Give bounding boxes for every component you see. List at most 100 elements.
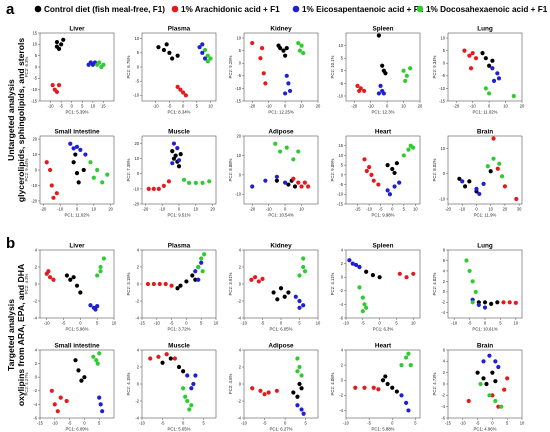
- y-tick-label: -10: [439, 196, 446, 201]
- data-point: [362, 157, 367, 162]
- data-point: [208, 56, 213, 61]
- x-tick-label: -20: [249, 207, 256, 212]
- scatter-panel: Lung -20 -10 0 10 20 -15 -10 -5 0 5 10 PC1: 11.02% PC…: [432, 26, 525, 115]
- x-tick-label: 0: [284, 421, 287, 426]
- data-point: [297, 381, 302, 387]
- data-point: [481, 359, 486, 364]
- data-point: [487, 393, 492, 398]
- data-point: [297, 298, 302, 304]
- data-point: [302, 180, 307, 185]
- y-tick-label: 0: [35, 281, 38, 286]
- y-tick-label: 10: [440, 146, 445, 151]
- x-tick-label: 5: [200, 321, 203, 326]
- data-point: [501, 300, 506, 305]
- x-axis-label: PC1: 12.25%: [268, 110, 293, 115]
- plot-title: Small intestine: [54, 343, 100, 350]
- data-point: [284, 73, 289, 78]
- y-axis-label: PC2: 6.75%: [126, 55, 131, 78]
- y-tick-label: -2: [237, 298, 241, 303]
- data-point: [353, 262, 359, 268]
- legend-marker: [34, 5, 42, 13]
- y-tick-label: 4: [35, 347, 38, 352]
- scatter-panel: Muscle -20 -10 0 10 20 -20 -10 0 10 20 PC1: 9.51% PC…: [126, 129, 217, 218]
- y-tick-label: -2: [33, 298, 37, 303]
- data-point: [78, 147, 83, 153]
- data-point: [377, 275, 382, 280]
- scatter-panel: Brain -15 -10 -5 0 5 10 -6 -4 -2 0 2 4 6 PC1: 4.96% PC2…: [432, 343, 525, 432]
- data-point: [369, 172, 374, 177]
- y-tick-label: -4: [237, 415, 241, 420]
- y-axis-label: PC2: 6.3%: [24, 57, 29, 78]
- data-point: [76, 368, 81, 373]
- data-point: [295, 369, 300, 374]
- x-tick-label: -10: [470, 104, 477, 109]
- x-axis-label: PC1: 4.96%: [474, 427, 497, 432]
- data-point: [175, 84, 180, 89]
- y-axis-label: PC2: 4.3%: [24, 274, 29, 295]
- y-tick-label: -2: [339, 288, 343, 293]
- y-tick-label: 0: [341, 172, 344, 177]
- x-tick-label: 0: [475, 207, 478, 212]
- data-point: [376, 387, 381, 392]
- data-point: [301, 264, 306, 270]
- data-point: [410, 145, 416, 150]
- x-tick-label: 10: [488, 207, 493, 212]
- y-tick-label: -5: [339, 182, 343, 187]
- plot-frame: [345, 349, 421, 419]
- y-tick-label: 0: [239, 381, 242, 386]
- data-point: [364, 168, 369, 174]
- x-tick-label: 10: [208, 104, 213, 109]
- x-tick-label: 5: [414, 421, 417, 426]
- x-tick-label: -5: [161, 421, 165, 426]
- y-tick-label: -4: [33, 402, 37, 407]
- data-point: [473, 289, 478, 294]
- data-point: [175, 286, 180, 291]
- data-point: [61, 37, 66, 42]
- y-axis-label: PC2: 8.88%: [228, 158, 233, 181]
- y-tick-label: 4: [137, 347, 140, 352]
- panel-letter-b: b: [6, 235, 15, 252]
- data-point: [258, 388, 263, 393]
- plot-title: Spleen: [373, 243, 394, 250]
- data-point: [293, 294, 298, 299]
- x-axis-label: PC1: 6.05%: [270, 327, 293, 332]
- x-tick-label: -20: [351, 104, 358, 109]
- data-point: [297, 273, 302, 278]
- y-tick-label: 2: [341, 261, 344, 266]
- data-point: [487, 63, 492, 68]
- data-point: [74, 283, 80, 288]
- x-tick-label: 20: [520, 104, 525, 109]
- scatter-panel: Heart -15 -10 -5 0 5 10 -15 -10 -5 0 5 10 15 PC1: 9.98…: [330, 129, 421, 218]
- x-tick-label: -10: [368, 104, 375, 109]
- data-point: [271, 290, 276, 295]
- x-tick-label: -15: [139, 321, 146, 326]
- y-axis-label: PC2: 4.11%: [330, 273, 335, 296]
- data-point: [361, 88, 367, 94]
- y-tick-label: -4: [237, 315, 241, 320]
- x-axis-label: PC1: 3.72%: [168, 327, 191, 332]
- data-point: [95, 167, 100, 173]
- x-tick-label: -10: [48, 104, 55, 109]
- data-point: [296, 180, 301, 185]
- y-tick-label: 4: [35, 247, 38, 252]
- x-tick-label: 0: [280, 321, 283, 326]
- y-axis-label: PC2: 3.91%: [228, 272, 233, 295]
- data-point: [286, 81, 291, 86]
- data-point: [362, 385, 367, 390]
- data-point: [350, 261, 355, 266]
- data-point: [392, 184, 397, 189]
- x-axis-label: PC1: 11.02%: [472, 110, 497, 115]
- data-point: [468, 66, 474, 71]
- data-point: [178, 283, 183, 288]
- data-point: [490, 393, 495, 398]
- x-tick-label: -10: [153, 104, 160, 109]
- y-axis-label: PC2: 8.02%: [432, 158, 437, 181]
- data-point: [167, 50, 172, 55]
- data-point: [64, 398, 69, 404]
- x-tick-label: 10: [92, 207, 97, 212]
- x-tick-label: 20: [316, 104, 321, 109]
- data-point: [462, 184, 468, 189]
- plot-frame: [345, 135, 421, 205]
- legend-item: 1% Docosahexaenoic acid + F1: [416, 5, 548, 14]
- data-point: [202, 252, 207, 257]
